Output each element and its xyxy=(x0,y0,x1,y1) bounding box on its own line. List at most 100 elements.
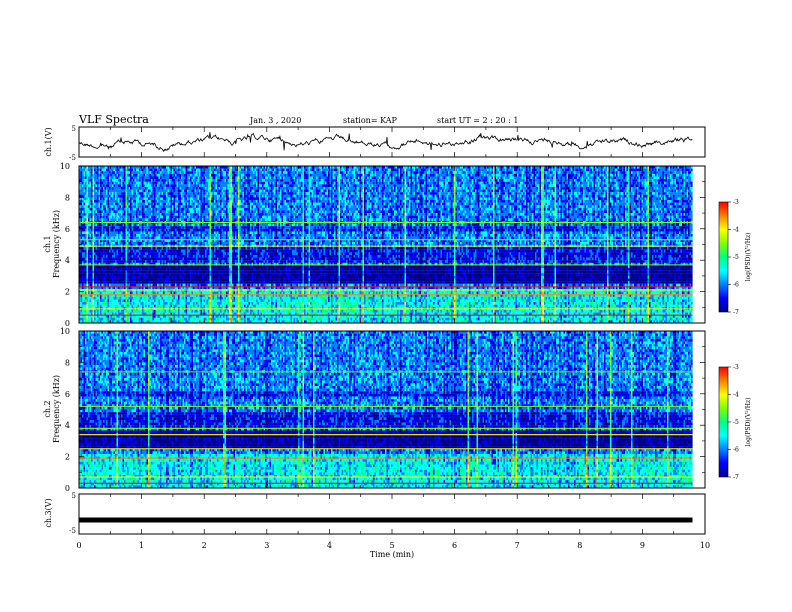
spectrogram-cell xyxy=(108,179,110,182)
spectrogram-cell xyxy=(121,192,123,195)
spectrogram-cell xyxy=(109,279,111,282)
spectrogram-cell xyxy=(130,234,132,237)
spectrogram-cell xyxy=(138,284,140,287)
spectrogram-cell xyxy=(97,292,99,295)
spectrogram-cell xyxy=(81,302,83,305)
spectrogram-cell xyxy=(94,310,96,313)
spectrogram-cell xyxy=(151,176,153,179)
spectrogram-cell xyxy=(93,281,95,284)
spectrogram-cell xyxy=(133,279,135,282)
spectrogram-cell xyxy=(160,226,162,229)
spectrogram-cell xyxy=(108,299,110,302)
spectrogram-cell xyxy=(151,281,153,284)
spectrogram-cell xyxy=(147,171,149,174)
spectrogram-cell xyxy=(103,190,105,193)
spectrogram-cell xyxy=(108,258,110,261)
spectrogram-cell xyxy=(160,210,162,213)
spectrogram-cell xyxy=(160,250,162,253)
spectrogram-cell xyxy=(132,297,134,300)
spectrogram-cell xyxy=(121,231,123,234)
spectrogram-cell xyxy=(117,297,119,300)
spectrogram-cell xyxy=(124,195,126,198)
spectrogram-cell xyxy=(106,260,108,263)
spectrogram-cell xyxy=(117,310,119,313)
spectrogram-cell xyxy=(109,237,111,240)
spectrogram-cell xyxy=(106,284,108,287)
spectrogram-cell xyxy=(132,310,134,313)
spectrogram-cell xyxy=(102,192,104,195)
spectrogram-cell xyxy=(157,276,159,279)
spectrogram-cell xyxy=(120,210,122,213)
spectrogram-cell xyxy=(108,190,110,193)
spectrogram-cell xyxy=(91,305,93,308)
spectrogram-cell xyxy=(141,260,143,263)
spectrogram-cell xyxy=(150,169,152,172)
spectrogram-cell xyxy=(142,234,144,237)
spectrogram-cell xyxy=(157,182,159,185)
spectrogram-cell xyxy=(91,255,93,258)
spectrogram-cell xyxy=(127,171,129,174)
spectrogram-cell xyxy=(160,197,162,200)
spectrogram-cell xyxy=(144,292,146,295)
spectrogram-cell xyxy=(105,213,107,216)
spectrogram-cell xyxy=(91,299,93,302)
spectrogram-cell xyxy=(115,260,117,263)
spectrogram-cell xyxy=(135,205,137,208)
spectrogram-cell xyxy=(103,281,105,284)
spectrogram-cell xyxy=(121,250,123,253)
spectrogram-cell xyxy=(82,208,84,211)
spectrogram-cell xyxy=(117,195,119,198)
spectrogram-cell xyxy=(81,252,83,255)
spectrogram-cell xyxy=(154,242,156,245)
spectrogram-cell xyxy=(109,265,111,268)
spectrogram-cell xyxy=(126,169,128,172)
spectrogram-cell xyxy=(84,265,86,268)
spectrogram-cell xyxy=(151,205,153,208)
spectrogram-cell xyxy=(132,281,134,284)
spectrogram-cell xyxy=(156,226,158,229)
spectrogram-cell xyxy=(82,255,84,258)
spectrogram-cell xyxy=(156,190,158,193)
spectrogram-cell xyxy=(144,208,146,211)
spectrogram-cell xyxy=(111,302,113,305)
spectrogram-cell xyxy=(100,242,102,245)
spectrogram-cell xyxy=(108,281,110,284)
spectrogram-cell xyxy=(148,205,150,208)
spectrogram-cell xyxy=(123,284,125,287)
spectrogram-cell xyxy=(82,224,84,227)
spectrogram-cell xyxy=(138,273,140,276)
spectrogram-cell xyxy=(105,226,107,229)
spectrogram-cell xyxy=(81,229,83,232)
spectrogram-cell xyxy=(150,284,152,287)
ch1-waveform-ticks xyxy=(79,127,705,157)
spectrogram-cell xyxy=(121,302,123,305)
spectrogram-cell xyxy=(147,281,149,284)
spectrogram-cell xyxy=(99,218,101,221)
spectrogram-cell xyxy=(87,169,89,172)
spectrogram-cell xyxy=(138,276,140,279)
spectrogram-cell xyxy=(123,205,125,208)
spectrogram-cell xyxy=(150,255,152,258)
spectrogram-cell xyxy=(130,218,132,221)
spectrogram-cell xyxy=(84,297,86,300)
spectrogram-cell xyxy=(100,258,102,261)
spectrogram-cell xyxy=(135,271,137,274)
spectrogram-cell xyxy=(108,216,110,219)
spectrogram-cell xyxy=(126,205,128,208)
spectrogram-cell xyxy=(105,279,107,282)
spectrogram-cell xyxy=(87,226,89,229)
spectrogram-cell xyxy=(124,305,126,308)
spectrogram-cell xyxy=(153,305,155,308)
spectrogram-cell xyxy=(97,273,99,276)
spectrogram-cell xyxy=(135,195,137,198)
spectrogram-cell xyxy=(150,252,152,255)
spectrogram-cell xyxy=(142,297,144,300)
spectrogram-cell xyxy=(99,258,101,261)
spectrogram-cell xyxy=(127,187,129,190)
spectrogram-cell xyxy=(154,213,156,216)
spectrogram-cell xyxy=(99,268,101,271)
spectrogram-cell xyxy=(94,171,96,174)
spectrogram-cell xyxy=(111,284,113,287)
spectrogram-cell xyxy=(102,276,104,279)
spectrogram-cell xyxy=(123,271,125,274)
